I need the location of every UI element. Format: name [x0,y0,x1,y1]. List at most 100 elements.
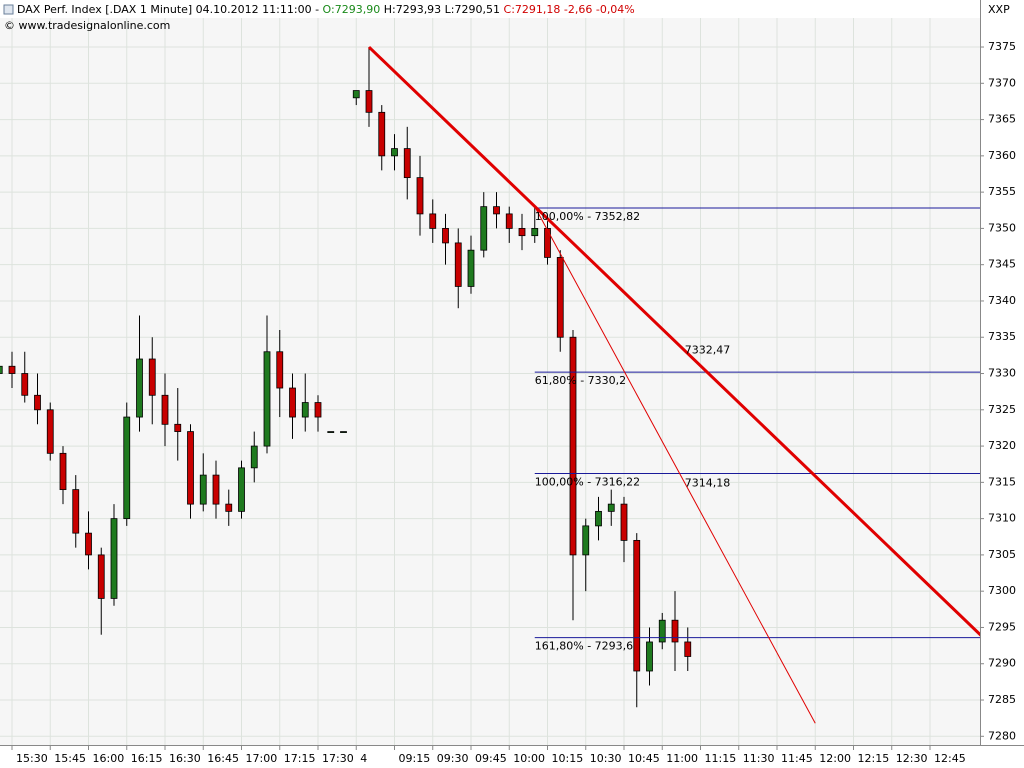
candle-body [314,402,322,418]
fib-label: 161,80% - 7293,6 [535,640,633,653]
header-title: DAX Perf. Index [.DAX 1 Minute] 04.10.20… [17,3,319,16]
y-tick-label: 7290 [988,657,1016,670]
candle-body [263,351,271,447]
candle-body [556,257,564,338]
candle-body [289,387,296,418]
candle-body [646,641,653,672]
candle-body [148,358,156,396]
candle-body [544,228,551,258]
x-tick-label: 17:30 [322,752,354,765]
candle-body [85,532,92,556]
candle-body [595,510,602,527]
symbol-label: XXP [988,3,1010,16]
x-tick-label: 10:45 [628,752,660,765]
candle-body [340,431,347,433]
y-tick-label: 7285 [988,693,1016,706]
candle-body [505,213,513,229]
candle-body [442,228,449,244]
candle-body [633,539,641,672]
y-tick-label: 7335 [988,330,1016,343]
header: DAX Perf. Index [.DAX 1 Minute] 04.10.20… [17,3,635,16]
y-tick-label: 7310 [988,512,1016,525]
plot-area [0,18,980,745]
candle-body [187,431,194,505]
y-tick-label: 7280 [988,729,1016,742]
header-open: O:7293,90 [323,3,381,16]
axis-layer: 7280 7285 7290 7295 7300 7305 7310 7315 7320 7325… [11,40,1016,765]
candle-body [238,467,245,512]
candle-body [276,351,284,389]
x-tick-label: 16:45 [207,752,239,765]
fib-label: 61,80% - 7330,2 [535,374,626,387]
candle-body [518,228,526,237]
fib-label: 100,00% - 7316,22 [535,475,640,488]
plot-layer [0,45,980,724]
y-tick-label: 7325 [988,403,1016,416]
candle-body [110,518,118,599]
candle-body [365,90,373,113]
y-tick-label: 7375 [988,40,1016,53]
candle-body [72,489,80,534]
candle-body [658,619,666,643]
candle-body [671,619,679,643]
x-tick-label: 15:45 [54,752,86,765]
candle-body [59,452,67,491]
y-tick-label: 7345 [988,258,1016,271]
x-tick-label: 16:30 [169,752,201,765]
candle-body [301,402,309,418]
candle-body [0,365,3,374]
x-tick-label: 10:00 [513,752,545,765]
candle-body [123,416,131,520]
grid-layer [0,18,980,745]
x-tick-label: 17:15 [284,752,316,765]
x-tick-label: 09:30 [437,752,469,765]
candle-body [429,213,437,229]
header-icon [3,4,14,15]
candle-body [21,373,29,396]
candle-body [403,148,411,179]
candle-body [378,111,386,157]
candle-body [493,206,500,215]
fib-label: 100,00% - 7352,82 [535,210,640,223]
candle-body [46,409,54,454]
candle-body [161,394,169,425]
x-tick-label: 15:30 [16,752,48,765]
x-tick-label: 09:45 [475,752,507,765]
candle-body [416,177,424,215]
y-tick-label: 7340 [988,294,1016,307]
y-tick-label: 7370 [988,76,1016,89]
copyright: © www.tradesignalonline.com [4,19,170,32]
candle-body [620,503,628,541]
y-tick-label: 7360 [988,149,1016,162]
x-tick-label: 16:15 [131,752,163,765]
candle-body [225,503,233,512]
candle-body [174,423,182,432]
x-tick-label: 11:30 [743,752,775,765]
candle-body [391,148,398,157]
x-tick-label: 12:45 [934,752,966,765]
candle-body [467,249,475,287]
x-tick-label: 11:15 [705,752,737,765]
candle-body [684,641,692,657]
y-tick-label: 7305 [988,548,1016,561]
x-tick-label: 11:00 [666,752,698,765]
annotation: 7332,47 [685,344,731,357]
candle-body [199,474,207,505]
x-tick-label: 10:30 [590,752,622,765]
annotation: 7314,18 [685,476,731,489]
candle-body [212,474,220,505]
y-tick-label: 7320 [988,439,1016,452]
y-tick-label: 7350 [988,221,1016,234]
trend-line [367,45,980,637]
y-tick-label: 7355 [988,185,1016,198]
y-tick-label: 7295 [988,620,1016,633]
header-high-low: H:7293,93 L:7290,51 [384,3,500,16]
candle-body [8,365,16,374]
candle-body [250,445,258,469]
candle-body [136,358,143,418]
header-close: C:7291,18 -2,66 -0,04% [504,3,635,16]
candle-body [454,242,462,287]
x-tick-label: 09:15 [399,752,431,765]
